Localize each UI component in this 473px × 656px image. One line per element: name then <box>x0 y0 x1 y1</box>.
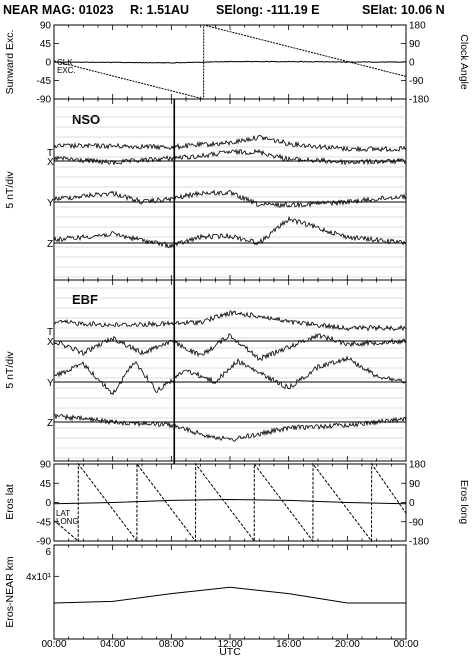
eros-long-series-line <box>53 462 407 543</box>
long-series-label: LONG <box>56 517 79 526</box>
panel-frame-nso <box>53 98 407 281</box>
exc-series-line <box>53 60 406 64</box>
ebf-z-label: Z <box>47 418 53 429</box>
distance-readout: R: 1.51AU <box>130 3 189 17</box>
ebf-x-series-line <box>53 332 406 362</box>
eros-near-distance-line <box>53 586 406 604</box>
x-tick-label: 04:00 <box>100 639 125 650</box>
x-tick-label: 08:00 <box>159 639 184 650</box>
eros-lat-axis-label: Eros lat <box>4 484 16 520</box>
eros-lat-tick-label: -90 <box>37 537 52 548</box>
eros-lat-tick-label: 90 <box>40 460 52 471</box>
eros-long-tick-label: 0 <box>409 498 415 509</box>
nso-y-series-line <box>53 189 407 209</box>
eros-long-tick-label: 90 <box>409 479 421 490</box>
plot-title: NEAR MAG: 01023 <box>3 3 113 17</box>
eros-lat-tick-label: 0 <box>45 498 51 509</box>
eros-near-tick-label: 4x10¹ <box>26 572 52 583</box>
nso-t-series-line <box>53 135 407 153</box>
clock-angle-tick-label: -90 <box>409 76 424 87</box>
eros-long-axis-label: Eros long <box>458 480 470 525</box>
eros-near-km-axis-label: Eros-NEAR km <box>4 556 16 627</box>
panel-frame-eros-near-distance <box>53 544 407 640</box>
eros-long-tick-label: 180 <box>409 460 426 471</box>
ebf-y-series-line <box>53 355 407 396</box>
nso-z-series-line <box>53 215 407 249</box>
selong-readout: SElong: -111.19 E <box>216 3 320 17</box>
nso-t-label: T <box>47 148 53 159</box>
nso-x-series-line <box>53 148 407 166</box>
nso-scale-label: 5 nT/div <box>4 171 16 209</box>
lat-series-label: LAT <box>56 509 70 518</box>
ebf-scale-label: 5 nT/div <box>4 351 16 389</box>
ebf-y-label: Y <box>47 378 54 389</box>
eros-near-tick-label: 6 <box>45 547 51 558</box>
eros-long-tick-label: -90 <box>409 517 424 528</box>
eros-lat-series-line <box>53 498 407 505</box>
ebf-x-label: X <box>47 337 54 348</box>
nso-y-label: Y <box>47 198 54 209</box>
sunward-exc-tick-label: 0 <box>45 58 51 69</box>
ebf-panel-label: EBF <box>72 292 98 307</box>
ebf-z-series-line <box>53 413 407 442</box>
clock-angle-tick-label: 180 <box>409 21 426 32</box>
sunward-exc-tick-label: -90 <box>37 95 52 106</box>
eros-lat-tick-label: -45 <box>37 517 52 528</box>
x-tick-label: 00:00 <box>393 639 418 650</box>
nso-z-label: Z <box>47 239 53 250</box>
sunward-exc-axis-label: Sunward Exc. <box>4 30 16 95</box>
x-tick-label: 12:00 <box>217 639 242 650</box>
nso-panel-label: NSO <box>72 112 100 127</box>
eros-long-tick-label: -180 <box>409 537 429 548</box>
panel-frame-ebf <box>53 279 407 462</box>
clock-angle-tick-label: 0 <box>409 58 415 69</box>
sunward-exc-tick-label: 45 <box>40 39 52 50</box>
clock-angle-axis-label: Clock Angle <box>458 34 470 90</box>
exc-series-label: EXC. <box>57 66 76 75</box>
clock-angle-tick-label: -180 <box>409 95 429 106</box>
clock-angle-tick-label: 90 <box>409 39 421 50</box>
ebf-t-label: T <box>47 327 53 338</box>
sunward-exc-tick-label: 90 <box>40 21 52 32</box>
sunward-exc-tick-label: -45 <box>37 76 52 87</box>
nso-x-label: X <box>47 157 54 168</box>
x-tick-label: 20:00 <box>335 639 360 650</box>
eros-lat-tick-label: 45 <box>40 479 52 490</box>
selat-readout: SElat: 10.06 N <box>362 3 445 17</box>
ebf-t-series-line <box>53 310 407 332</box>
x-tick-label: 16:00 <box>276 639 301 650</box>
x-axis-title: UTC <box>219 646 241 656</box>
x-tick-label: 00:00 <box>41 639 66 650</box>
